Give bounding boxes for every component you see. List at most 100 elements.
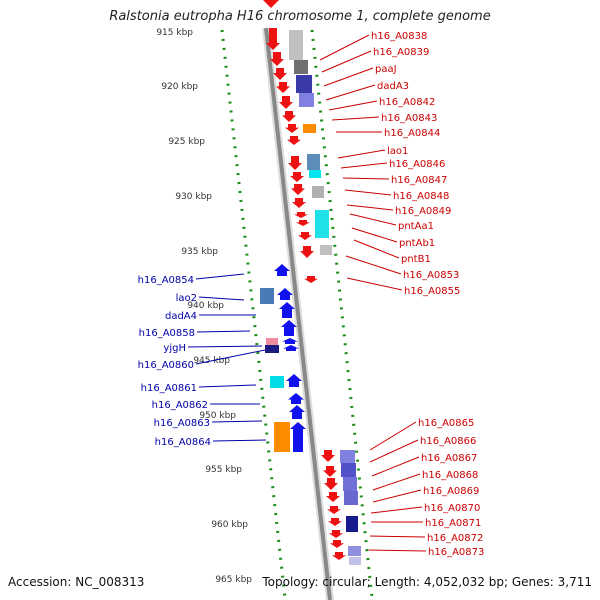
forward-gene-arrow bbox=[282, 111, 296, 122]
gene-label[interactable]: h16_A0844 bbox=[384, 128, 440, 139]
gene-label[interactable]: h16_A0870 bbox=[424, 503, 480, 514]
gene-label[interactable]: pntAb1 bbox=[399, 238, 435, 249]
gene-leader-line bbox=[198, 296, 245, 301]
gene-label[interactable]: h16_A0866 bbox=[420, 436, 476, 447]
gene-leader-line bbox=[351, 227, 398, 243]
gene-label[interactable]: h16_A0871 bbox=[425, 518, 481, 529]
domain-box bbox=[296, 75, 312, 93]
gene-label[interactable]: h16_A0843 bbox=[381, 113, 437, 124]
gene-label[interactable]: h16_A0868 bbox=[422, 470, 478, 481]
gene-label[interactable]: h16_A0860 bbox=[138, 360, 194, 371]
ruler-tick-label: 950 kbp bbox=[199, 411, 236, 421]
ruler-tick-label: 960 kbp bbox=[211, 520, 248, 530]
gene-leader-line bbox=[195, 273, 245, 280]
gene-leader-line bbox=[331, 116, 380, 121]
reverse-gene-arrow bbox=[289, 405, 305, 419]
domain-box bbox=[266, 338, 278, 345]
gene-leader-line bbox=[353, 239, 400, 259]
gene-label[interactable]: h16_A0873 bbox=[428, 547, 484, 558]
forward-gene-arrow bbox=[291, 184, 305, 195]
gene-label[interactable]: h16_A0862 bbox=[152, 400, 208, 411]
domain-box bbox=[309, 170, 321, 178]
ruler-tick-label: 915 kbp bbox=[156, 28, 193, 38]
forward-gene-arrow bbox=[327, 506, 341, 514]
gene-leader-line bbox=[212, 439, 267, 442]
gene-label[interactable]: h16_A0872 bbox=[427, 533, 483, 544]
reverse-gene-arrow bbox=[277, 288, 293, 300]
forward-gene-arrow bbox=[276, 82, 290, 93]
top-forward-gene bbox=[263, 0, 279, 8]
gene-leader-line bbox=[328, 100, 378, 111]
gene-leader-line bbox=[369, 439, 419, 463]
gene-label[interactable]: h16_A0838 bbox=[371, 31, 427, 42]
domain-box bbox=[340, 450, 355, 463]
ruler-tick-label: 940 kbp bbox=[187, 301, 224, 311]
gene-leader-line bbox=[323, 67, 374, 87]
gene-label[interactable]: paaJ bbox=[375, 64, 397, 75]
forward-gene-arrow bbox=[294, 212, 308, 218]
gene-label[interactable]: h16_A0853 bbox=[403, 270, 459, 281]
gene-label[interactable]: h16_A0863 bbox=[154, 418, 210, 429]
gene-leader-line bbox=[346, 277, 403, 291]
gene-label[interactable]: h16_A0846 bbox=[389, 159, 445, 170]
gene-label[interactable]: h16_A0855 bbox=[404, 286, 460, 297]
gene-leader-line bbox=[198, 384, 257, 388]
gene-leader-line bbox=[345, 255, 402, 275]
forward-gene-arrow bbox=[279, 96, 293, 109]
gene-leader-line bbox=[369, 421, 417, 451]
forward-gene-arrow bbox=[296, 220, 310, 226]
domain-box bbox=[289, 30, 303, 60]
forward-gene-arrow bbox=[288, 156, 302, 170]
gene-label[interactable]: pntAa1 bbox=[398, 221, 434, 232]
gene-leader-line bbox=[371, 456, 420, 477]
reverse-gene-arrow bbox=[286, 374, 302, 387]
gene-label[interactable]: h16_A0842 bbox=[379, 97, 435, 108]
forward-gene-arrow bbox=[273, 68, 287, 80]
domain-box bbox=[270, 376, 284, 388]
reverse-gene-arrow bbox=[279, 302, 295, 318]
reverse-gene-arrow bbox=[290, 422, 306, 452]
domain-box bbox=[303, 124, 316, 133]
forward-gene-arrow bbox=[321, 450, 335, 462]
gene-label[interactable]: lao2 bbox=[176, 293, 197, 304]
gene-label[interactable]: h16_A0847 bbox=[391, 175, 447, 186]
gene-label[interactable]: h16_A0839 bbox=[373, 47, 429, 58]
gene-label[interactable]: h16_A0861 bbox=[141, 383, 197, 394]
gene-label[interactable]: h16_A0858 bbox=[139, 328, 195, 339]
forward-gene-arrow bbox=[328, 518, 342, 526]
gene-label[interactable]: h16_A0867 bbox=[421, 453, 477, 464]
domain-box bbox=[307, 154, 320, 170]
gene-label[interactable]: pntB1 bbox=[401, 254, 431, 265]
forward-gene-arrow bbox=[292, 198, 306, 208]
gene-leader-line bbox=[321, 50, 372, 73]
gene-label[interactable]: lao1 bbox=[387, 146, 408, 157]
gene-label[interactable]: h16_A0864 bbox=[155, 437, 211, 448]
ruler-tick-label: 965 kbp bbox=[215, 575, 252, 585]
forward-gene-arrow bbox=[332, 552, 346, 560]
reverse-gene-arrow bbox=[274, 264, 290, 276]
gene-label[interactable]: h16_A0848 bbox=[393, 191, 449, 202]
forward-gene-arrow bbox=[326, 492, 340, 502]
gene-leader-line bbox=[187, 345, 263, 348]
forward-gene-arrow bbox=[287, 136, 301, 145]
gene-leader-line bbox=[349, 213, 397, 226]
forward-gene-arrow bbox=[290, 172, 304, 182]
ruler-tick-label: 930 kbp bbox=[175, 192, 212, 202]
gene-leader-line bbox=[370, 506, 423, 514]
domain-box bbox=[260, 288, 274, 304]
gene-label[interactable]: yjgH bbox=[163, 343, 186, 354]
ruler-tick-label: 955 kbp bbox=[205, 465, 242, 475]
forward-gene-arrow bbox=[266, 28, 280, 50]
gene-label[interactable]: h16_A0869 bbox=[423, 486, 479, 497]
gene-label[interactable]: h16_A0854 bbox=[138, 275, 194, 286]
gene-label[interactable]: h16_A0849 bbox=[395, 206, 451, 217]
gene-label[interactable]: dadA3 bbox=[377, 81, 409, 92]
map-title: Ralstonia eutropha H16 chromosome 1, com… bbox=[109, 9, 491, 24]
forward-gene-arrow bbox=[329, 530, 343, 538]
forward-gene-arrow bbox=[270, 52, 284, 66]
domain-box bbox=[299, 93, 314, 107]
gene-label[interactable]: dadA4 bbox=[165, 311, 197, 322]
ruler-tick-label: 920 kbp bbox=[161, 82, 198, 92]
gene-label[interactable]: h16_A0865 bbox=[418, 418, 474, 429]
